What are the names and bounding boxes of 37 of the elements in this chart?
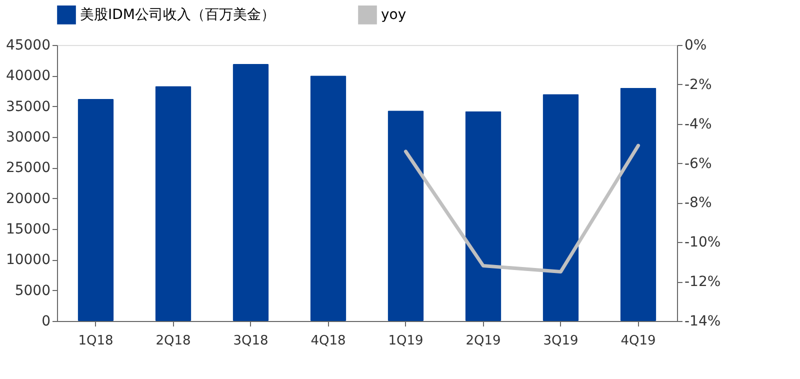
y-tick-label: 40000 — [6, 68, 50, 84]
y-tick-label: 25000 — [6, 160, 50, 176]
bar — [155, 86, 192, 321]
y-tick-label: 5000 — [14, 282, 50, 299]
x-tick-label: 1Q19 — [388, 334, 424, 348]
x-tick-label: 2Q19 — [466, 334, 501, 348]
y2-tick-label: -2% — [684, 76, 712, 93]
bar — [542, 94, 579, 321]
bar — [620, 88, 656, 321]
y2-tick-label: -8% — [684, 195, 712, 212]
y2-tick-label: -10% — [684, 234, 721, 251]
legend-label: 美股IDM公司收入（百万美金） — [80, 6, 275, 23]
y-tick-label: 45000 — [6, 38, 50, 54]
bar — [310, 76, 346, 321]
y-tick-label: 35000 — [6, 98, 50, 115]
x-tick-label: 1Q18 — [78, 334, 114, 348]
y-tick-label: 10000 — [6, 252, 50, 268]
y2-tick-label: 0% — [684, 38, 707, 54]
legend-label: yoy — [381, 6, 406, 23]
y2-tick-label: -14% — [684, 314, 721, 330]
y2-tick-label: -12% — [684, 274, 721, 290]
bar — [232, 64, 269, 321]
line-series — [404, 144, 640, 274]
bar — [465, 111, 502, 321]
bar — [388, 110, 424, 321]
x-tick-label: 3Q18 — [233, 334, 268, 348]
x-tick-label: 2Q18 — [156, 334, 191, 348]
bar — [78, 98, 114, 321]
y-tick-label: 15000 — [6, 222, 50, 238]
y2-tick-label: -4% — [684, 116, 712, 132]
x-tick-label: 4Q19 — [620, 334, 656, 348]
x-tick-label: 3Q19 — [543, 334, 578, 348]
x-tick-label: 4Q18 — [310, 334, 346, 348]
y2-tick-label: -6% — [684, 156, 712, 172]
y-tick-label: 30000 — [6, 130, 50, 146]
y-tick-label: 20000 — [6, 190, 50, 207]
y-tick-label: 0 — [42, 314, 50, 330]
